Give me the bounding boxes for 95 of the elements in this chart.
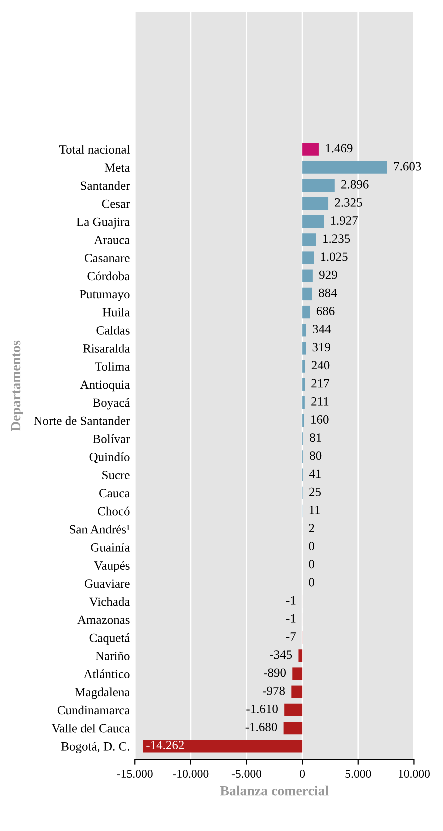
x-axis-title: Balanza comercial (220, 786, 329, 796)
y-tick-label: Magdalena (75, 688, 130, 700)
y-tick-label: Atlántico (84, 670, 130, 678)
bar (302, 342, 306, 355)
bar (302, 179, 335, 192)
data-label: 0 (309, 560, 314, 569)
y-tick-label: Sucre (102, 471, 130, 480)
data-label: 2.325 (335, 198, 362, 207)
y-tick-label: Cesar (102, 200, 130, 208)
bar (302, 252, 314, 264)
y-tick-label: Casanare (84, 254, 130, 262)
y-tick-label: Tolima (95, 362, 130, 372)
x-tick-label: -15.000 (117, 770, 153, 778)
data-label: 344 (313, 325, 332, 334)
x-tick-label: -5.000 (232, 770, 262, 778)
bar (302, 197, 329, 210)
y-tick-label: Cundinamarca (58, 706, 130, 715)
bar (302, 270, 313, 282)
x-tick-label: 0 (300, 770, 306, 778)
y-tick-label: Risaralda (83, 344, 130, 353)
y-tick-label: Nariño (96, 652, 130, 660)
data-label: 11 (310, 506, 320, 514)
bar (302, 360, 306, 373)
data-label: -7 (286, 632, 296, 641)
y-tick-label: Guaviare (84, 580, 130, 588)
data-label: 2.896 (342, 180, 369, 189)
data-label: 1.235 (324, 234, 350, 244)
y-tick-label: Guainía (91, 543, 130, 552)
y-tick-label: Quindío (90, 452, 130, 464)
y-tick-label: Santander (81, 181, 130, 190)
y-axis-title: Departamentos (11, 340, 24, 432)
y-tick-label: Chocó (98, 506, 130, 516)
data-label: 41 (309, 470, 321, 478)
y-tick-label: San Andrés¹ (70, 524, 130, 534)
data-label: 1.927 (331, 216, 358, 226)
data-label: 81 (310, 434, 322, 442)
x-tick-label: 10.000 (399, 770, 430, 778)
y-tick-label: Boyacá (93, 398, 130, 410)
bar (302, 306, 310, 319)
x-tick-label: -10.000 (173, 770, 209, 778)
y-tick-label: Bolívar (93, 434, 130, 444)
y-tick-label: Meta (104, 164, 130, 172)
y-tick-label: Caldas (96, 326, 130, 335)
data-label: -1.680 (246, 722, 278, 732)
bar (302, 324, 306, 337)
y-tick-label: Norte de Santander (34, 416, 130, 426)
bar (302, 161, 388, 174)
x-tick-label: 5.000 (346, 770, 372, 778)
y-tick-label: Arauca (94, 236, 130, 244)
y-tick-label: La Guajira (76, 218, 130, 229)
bar (292, 668, 303, 680)
y-tick-label: Amazonas (78, 616, 130, 624)
data-label: -978 (263, 686, 286, 696)
data-label: 0 (309, 578, 314, 587)
data-label: 0 (309, 542, 314, 551)
data-label: 217 (312, 379, 330, 388)
y-tick-label: Total nacional (60, 145, 130, 154)
data-label: -345 (270, 650, 292, 660)
bar (302, 143, 319, 156)
data-label: 7.603 (394, 162, 422, 171)
y-tick-label: Bogotá, D. C. (62, 742, 130, 754)
bar (284, 722, 303, 735)
bar (284, 704, 303, 717)
y-tick-label: Córdoba (88, 272, 130, 281)
data-label: 240 (312, 361, 330, 370)
data-label: 884 (319, 288, 338, 298)
data-label: 1.469 (326, 144, 353, 153)
data-label: -14.262 (146, 741, 184, 750)
data-label: 80 (310, 452, 322, 460)
data-label: 2 (309, 524, 314, 532)
bar (143, 740, 303, 753)
bar (298, 650, 303, 662)
data-label: 929 (319, 270, 338, 280)
y-tick-label: Vichada (90, 597, 130, 606)
data-label: -1 (286, 614, 296, 623)
data-label: -890 (264, 668, 286, 678)
data-label: -1.610 (246, 704, 278, 714)
y-tick-label: Putumayo (80, 290, 130, 302)
bar (302, 234, 316, 246)
data-label: 319 (312, 343, 331, 352)
y-tick-label: Huila (102, 308, 130, 317)
y-tick-label: Caquetá (90, 634, 130, 645)
y-tick-label: Vaupés (94, 561, 130, 573)
bar (292, 686, 303, 698)
y-tick-label: Antioquia (80, 380, 130, 392)
data-label: 686 (316, 306, 335, 316)
y-tick-label: Cauca (100, 489, 130, 498)
data-label: 211 (312, 397, 329, 406)
y-tick-label: Valle del Cauca (52, 724, 130, 733)
bar (302, 288, 312, 301)
data-label: -1 (286, 596, 296, 605)
data-label: 25 (310, 488, 321, 496)
bar (302, 216, 324, 228)
data-label: 1.025 (321, 252, 348, 262)
data-label: 160 (312, 416, 329, 424)
